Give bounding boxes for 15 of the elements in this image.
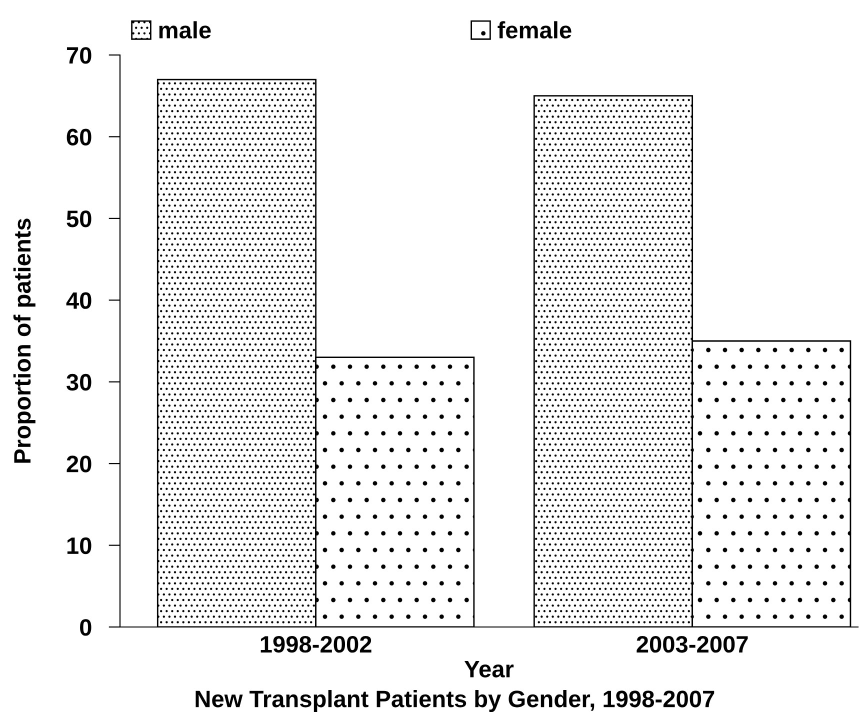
legend-label: female [498,21,572,39]
legend-label: male [159,21,211,39]
x-tick-label: 1998-2002 [260,636,372,653]
text: New Transplant Patients by Gender, 1998-2007 [196,690,714,712]
y-tick-label: 20 [66,456,92,472]
y-tick-label: 40 [66,292,92,309]
y-tick-label: 30 [66,374,92,391]
y-tick-label: 60 [66,128,92,146]
x-tick-label: 2003-2007 [636,636,748,653]
x-axis-title: Year [464,660,514,678]
y-axis-title: Proportion of patients [13,218,36,463]
y-tick-label: 10 [67,537,92,554]
y-tick-label: 50 [66,210,92,228]
y-tick-label: 70 [66,47,92,64]
y-tick-label: 0 [80,619,92,636]
